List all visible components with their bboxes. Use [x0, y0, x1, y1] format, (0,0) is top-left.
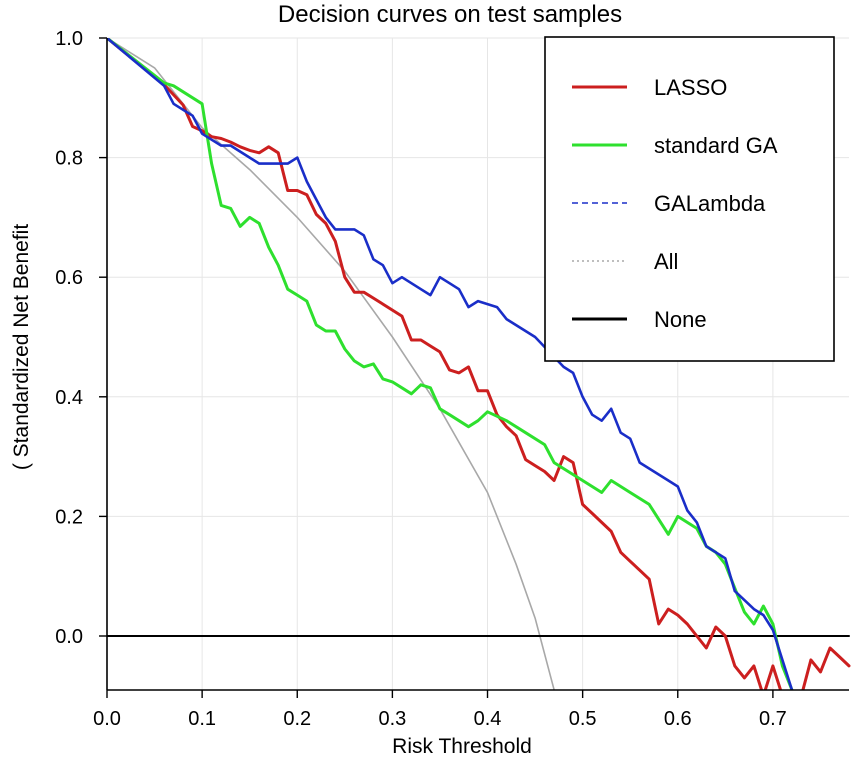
series-line-standard-ga — [107, 38, 794, 690]
series-lines — [107, 38, 851, 690]
series-line-lasso — [107, 38, 851, 690]
x-tick-label: 0.3 — [378, 708, 406, 730]
x-axis-title: Risk Threshold — [392, 735, 532, 757]
legend-label: All — [654, 249, 678, 274]
x-tick-label: 0.0 — [93, 708, 121, 730]
y-tick-label: 1.0 — [55, 28, 83, 50]
y-tick-label: 0.8 — [55, 148, 83, 170]
series-line-galambda — [107, 38, 794, 690]
y-tick-label: 0.2 — [55, 506, 83, 528]
chart-title: Decision curves on test samples — [278, 1, 622, 28]
x-tick-label: 0.6 — [664, 708, 692, 730]
y-axis-title: ( Standardized Net Benefit — [10, 224, 33, 470]
y-tick-label: 0.0 — [55, 626, 83, 648]
legend-box — [544, 36, 835, 362]
axes: 0.0 0.1 0.2 0.3 0.4 0.5 0.6 0.7 0.0 0.2 0.4 0.6 0.8 1… — [55, 28, 849, 730]
legend-label: None — [654, 307, 707, 332]
legend-label: LASSO — [654, 75, 727, 100]
x-tick-label: 0.1 — [188, 708, 216, 730]
y-tick-label: 0.6 — [55, 267, 83, 289]
legend: LASSO standard GA GALambda All None — [544, 36, 835, 362]
legend-label: standard GA — [654, 133, 778, 158]
x-tick-label: 0.5 — [569, 708, 597, 730]
y-tick-label: 0.4 — [55, 387, 83, 409]
x-tick-label: 0.4 — [474, 708, 502, 730]
x-tick-label: 0.2 — [283, 708, 311, 730]
legend-label: GALambda — [654, 191, 766, 216]
x-tick-label: 0.7 — [759, 708, 787, 730]
